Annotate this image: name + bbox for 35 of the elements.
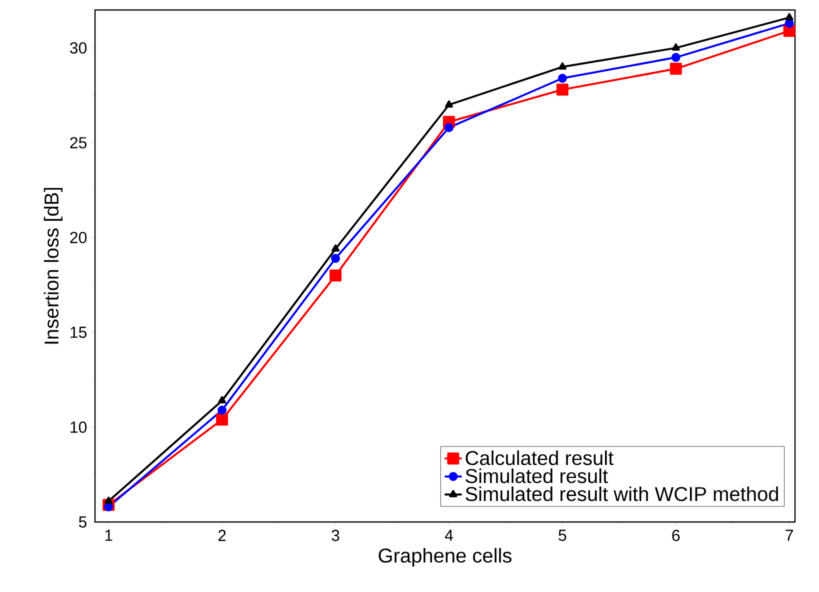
x-tick-label: 7 — [786, 530, 793, 541]
x-tick-label: 5 — [558, 530, 566, 541]
point — [216, 414, 228, 426]
x-tick-label: 2 — [218, 530, 226, 541]
y-axis-title: Insertion loss [dB] — [44, 188, 63, 344]
x-tick-label: 6 — [672, 530, 680, 542]
point — [672, 43, 680, 51]
point — [556, 84, 568, 96]
point — [670, 62, 682, 75]
point — [785, 13, 794, 20]
legend-label: Simulated result with WCIP method — [466, 486, 778, 502]
legend-label: Simulated result — [466, 468, 608, 484]
x-tick-label: 1 — [105, 530, 112, 541]
y-tick-label: 5 — [78, 516, 87, 528]
point — [558, 62, 566, 70]
legend-label: Calculated result — [466, 450, 614, 466]
point — [331, 254, 340, 263]
point — [444, 123, 454, 132]
point — [671, 52, 680, 62]
x-axis-title: Graphene cells — [378, 548, 512, 567]
y-tick-label: 30 — [70, 42, 87, 54]
x-tick-label: 3 — [332, 530, 340, 542]
point — [218, 396, 226, 404]
point — [330, 269, 342, 282]
y-tick-label: 25 — [70, 137, 87, 148]
y-tick-label: 10 — [70, 422, 87, 433]
point — [104, 496, 113, 504]
point — [218, 406, 227, 415]
point — [444, 100, 454, 108]
point — [783, 24, 796, 37]
point — [331, 244, 340, 252]
y-tick-label: 15 — [70, 326, 87, 338]
x-tick-label: 4 — [444, 530, 453, 541]
y-tick-label: 20 — [70, 232, 87, 244]
point — [558, 74, 567, 83]
